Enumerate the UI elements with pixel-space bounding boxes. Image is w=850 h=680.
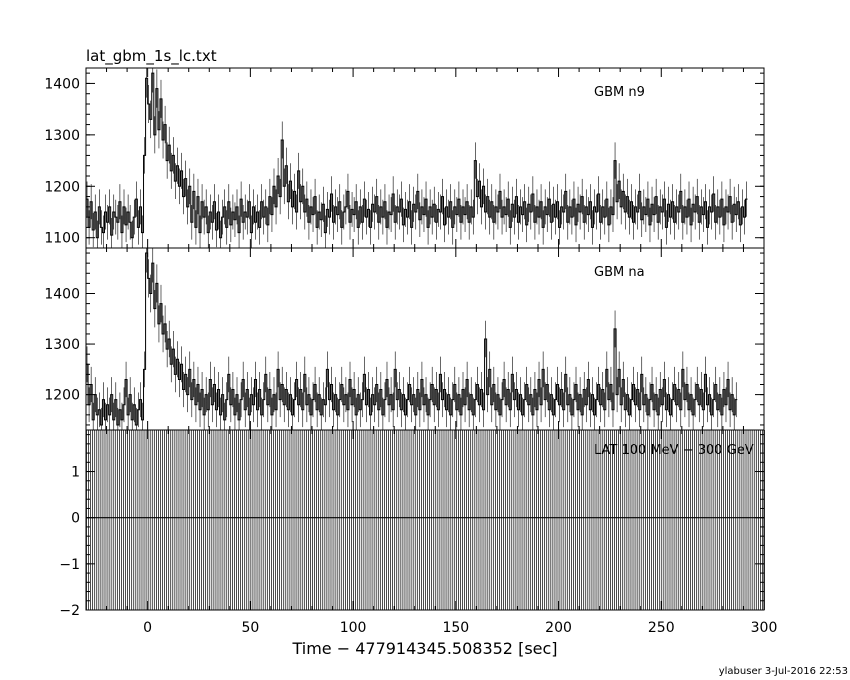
y-tick-label: 1200 xyxy=(44,388,80,404)
middle-series xyxy=(86,248,738,430)
x-tick-label: 250 xyxy=(648,620,675,636)
y-tick-label: 1100 xyxy=(44,231,80,247)
series-line xyxy=(86,72,748,239)
panel-top: 1100 1200 1300 1400 GBM n9 xyxy=(44,67,765,249)
x-tick-label: 0 xyxy=(143,620,152,636)
middle-panel-label: GBM na xyxy=(594,265,645,280)
x-tick-label: 300 xyxy=(751,620,778,636)
top-panel-label: GBM n9 xyxy=(594,85,645,100)
y-tick-label: 0 xyxy=(71,511,80,527)
bottom-panel-label: LAT 100 MeV − 300 GeV xyxy=(594,443,754,458)
x-axis-label: Time − 477914345.508352 [sec] xyxy=(291,639,557,658)
y-tick-label: 1400 xyxy=(44,76,80,92)
y-tick-label: −2 xyxy=(59,603,80,619)
y-tick-label: 1200 xyxy=(44,179,80,195)
panel-frame xyxy=(85,429,765,611)
y-tick-label: 1 xyxy=(71,465,80,481)
y-tick-label: 1300 xyxy=(44,337,80,353)
bottom-axes: −2 −1 0 1 xyxy=(59,429,765,619)
x-tick-label: 150 xyxy=(442,620,469,636)
y-tick-label: 1400 xyxy=(44,287,80,303)
y-tick-label: −1 xyxy=(59,557,80,573)
top-axes: 1100 1200 1300 1400 xyxy=(44,67,765,249)
x-tick-label: 200 xyxy=(545,620,572,636)
file-title: lat_gbm_1s_lc.txt xyxy=(86,47,217,66)
y-tick-label: 1300 xyxy=(44,128,80,144)
series-line xyxy=(86,252,738,426)
x-tick-label: 100 xyxy=(340,620,367,636)
x-tick-labels: 0 50 100 150 200 250 300 xyxy=(143,620,777,636)
top-series xyxy=(86,68,748,248)
footer-stamp: ylabuser 3‑Jul‑2016 22:53 xyxy=(719,666,848,677)
x-tick-label: 50 xyxy=(241,620,259,636)
panel-bottom: −2 −1 0 1 LAT 100 MeV − 300 GeV xyxy=(59,429,765,619)
